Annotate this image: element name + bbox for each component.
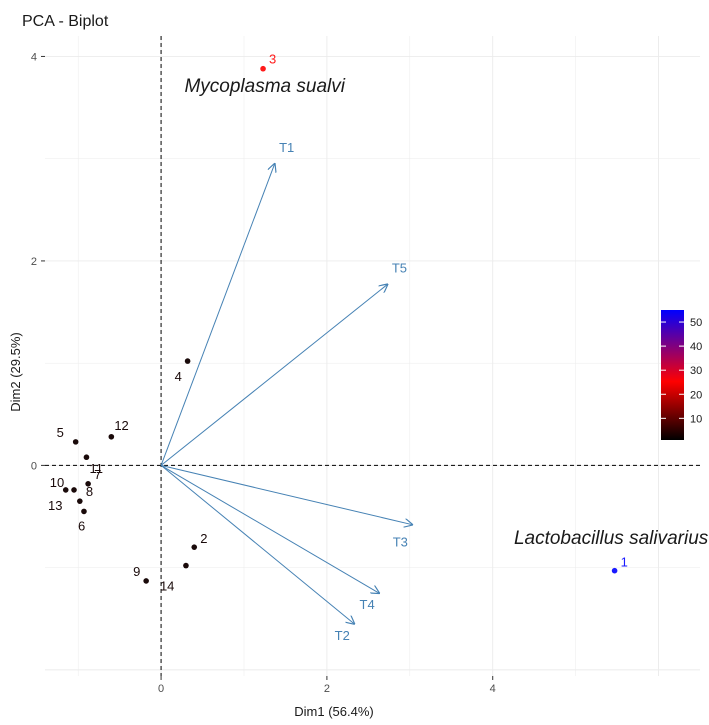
vector-arrow-t1 xyxy=(160,164,275,466)
species-annotation: Lactobacillus salivarius xyxy=(514,528,709,549)
vector-label-t5: T5 xyxy=(392,260,407,275)
point-label-1: 1 xyxy=(621,555,628,570)
variable-vectors: T1 T2 T3 T4 T5 xyxy=(160,140,412,643)
vector-label-t3: T3 xyxy=(393,535,408,550)
point-label-8: 8 xyxy=(86,484,93,499)
point-label-6: 6 xyxy=(78,518,85,533)
point-11 xyxy=(83,454,90,461)
point-label-4: 4 xyxy=(175,369,182,384)
point-5 xyxy=(72,439,79,445)
point-label-12: 12 xyxy=(114,418,128,433)
vector-label-t2: T2 xyxy=(335,628,350,643)
colorbar-tick-label: 50 xyxy=(690,317,702,329)
point-13 xyxy=(71,487,77,493)
point-6 xyxy=(81,508,87,515)
point-label-2: 2 xyxy=(200,531,207,546)
y-tick-label: 4 xyxy=(31,51,37,63)
colorbar-legend: 10 20 30 40 50 xyxy=(661,310,702,440)
colorbar-gradient xyxy=(661,310,684,440)
point-label-7: 7 xyxy=(94,467,101,482)
point-14 xyxy=(183,562,189,569)
chart-title: PCA - Biplot xyxy=(22,13,109,30)
axis-ticks: 0 2 4 0 2 4 xyxy=(31,51,496,695)
point-2 xyxy=(191,544,198,550)
point-label-14: 14 xyxy=(160,579,174,594)
point-1 xyxy=(611,567,618,574)
x-tick-label: 0 xyxy=(158,683,164,695)
point-4 xyxy=(184,358,191,364)
vector-arrow-t2 xyxy=(160,465,354,623)
colorbar-tick-label: 10 xyxy=(690,413,702,425)
vector-arrow-t5 xyxy=(160,284,387,466)
point-label-13: 13 xyxy=(48,498,62,513)
point-label-10: 10 xyxy=(50,475,64,490)
point-12 xyxy=(108,433,115,440)
colorbar-tick-label: 20 xyxy=(690,389,702,401)
point-label-5: 5 xyxy=(57,425,64,440)
vector-label-t1: T1 xyxy=(279,140,294,155)
colorbar-tick-label: 40 xyxy=(690,341,702,353)
point-9 xyxy=(143,578,149,584)
y-axis-title: Dim2 (29.5%) xyxy=(8,332,23,411)
x-tick-label: 4 xyxy=(490,683,496,695)
y-tick-label: 2 xyxy=(31,256,37,268)
point-label-3: 3 xyxy=(269,52,276,67)
vector-arrow-t3 xyxy=(160,464,412,524)
species-annotation: Mycoplasma sualvi xyxy=(184,76,345,97)
point-7 xyxy=(85,480,91,487)
colorbar-tick-label: 30 xyxy=(690,365,702,377)
x-axis-title: Dim1 (56.4%) xyxy=(294,704,373,719)
species-annotations: Mycoplasma sualvi Lactobacillus salivariu… xyxy=(184,76,708,549)
reference-lines xyxy=(45,36,700,676)
y-tick-label: 0 xyxy=(31,460,37,472)
vector-label-t4: T4 xyxy=(360,597,375,612)
x-tick-label: 2 xyxy=(324,683,330,695)
vector-arrow-t4 xyxy=(160,464,379,593)
point-8 xyxy=(77,498,83,504)
point-10 xyxy=(62,487,69,493)
point-label-9: 9 xyxy=(133,564,140,579)
point-label-11: 11 xyxy=(89,461,103,476)
point-3 xyxy=(260,65,266,72)
grid-lines xyxy=(45,36,700,676)
